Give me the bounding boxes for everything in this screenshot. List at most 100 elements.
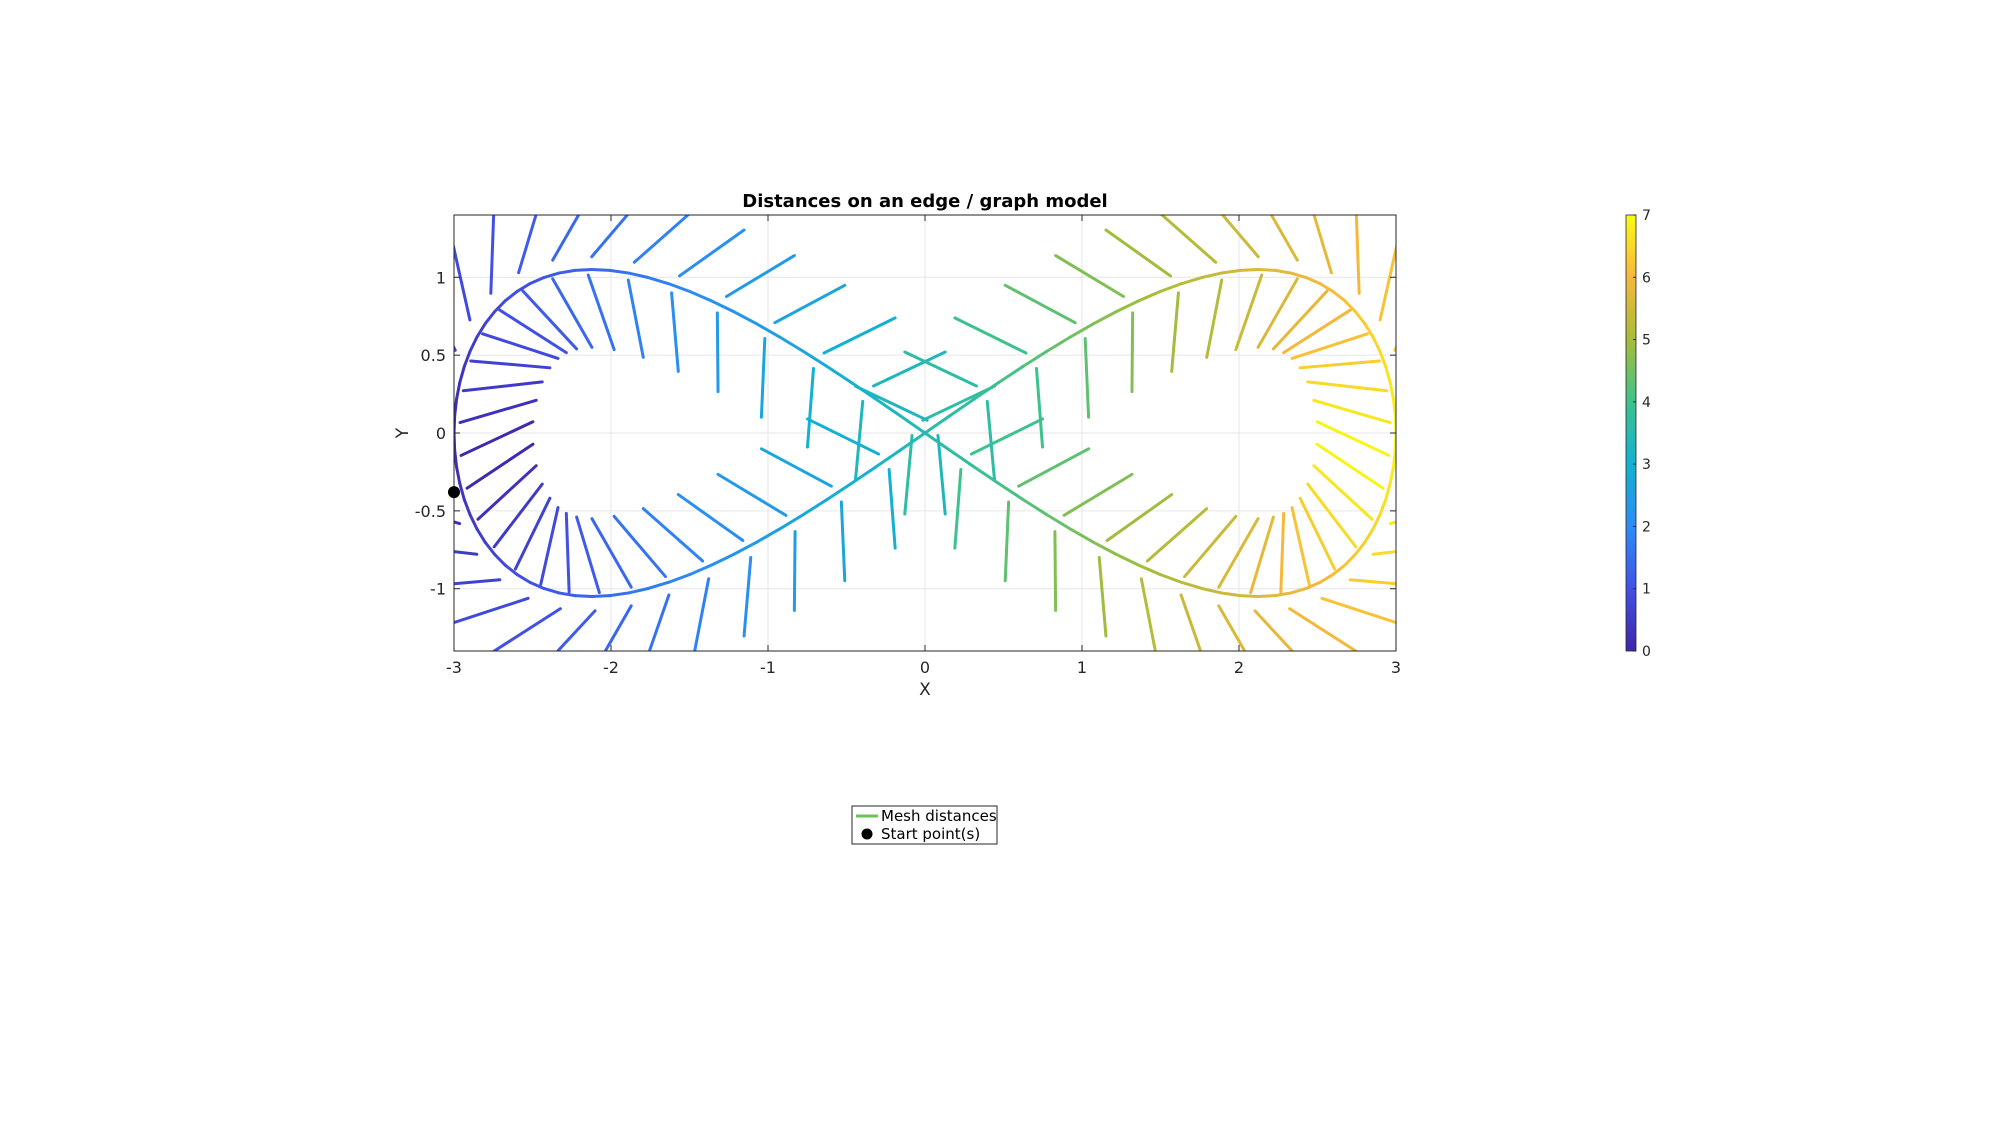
mesh-edge xyxy=(590,517,633,589)
mesh-edge xyxy=(513,496,552,571)
mesh-edge xyxy=(822,316,897,355)
mesh-edge xyxy=(454,242,472,322)
mesh-spine-edge xyxy=(1273,591,1293,598)
mesh-edge xyxy=(1298,359,1381,370)
mesh-edge xyxy=(465,442,535,490)
mesh-spine-edge xyxy=(1331,289,1347,303)
mesh-edge xyxy=(742,555,753,638)
mesh-spine-edge xyxy=(1331,563,1347,577)
mesh-spine-edge xyxy=(1219,268,1242,275)
colorbar-tick-label: 6 xyxy=(1642,270,1651,286)
mesh-spine-edge xyxy=(483,540,497,557)
mesh-spine-edge xyxy=(1371,513,1382,531)
mesh-edge xyxy=(887,468,897,550)
mesh-spine-edge xyxy=(1318,282,1335,293)
mesh-spine-edge xyxy=(1256,268,1277,272)
colorbar-tick-label: 7 xyxy=(1642,208,1651,224)
mesh-spine-edge xyxy=(627,271,650,280)
mesh-spine-edge xyxy=(923,414,952,435)
mesh-spine-edge xyxy=(997,482,1025,502)
mesh-edge xyxy=(454,596,530,625)
mesh-edge xyxy=(1205,278,1224,359)
mesh-edge xyxy=(1003,500,1011,583)
mesh-spine-edge xyxy=(1115,299,1141,313)
mesh-spine-edge xyxy=(1289,271,1308,280)
mesh-spine-edge xyxy=(1137,289,1162,303)
mesh-spine-edge xyxy=(1318,573,1335,584)
y-tick-label: -0.5 xyxy=(415,502,446,521)
x-tick-label: 1 xyxy=(1077,658,1087,677)
mesh-spine-edge xyxy=(475,322,487,339)
mesh-edge xyxy=(1298,496,1337,571)
mesh-spine-edge xyxy=(646,580,670,590)
x-axis-label: X xyxy=(919,680,931,700)
mesh-spine-edge xyxy=(948,448,976,469)
mesh-spine-edge xyxy=(1343,299,1357,313)
mesh-spine-edge xyxy=(972,465,1001,486)
mesh-edge xyxy=(1035,366,1045,449)
mesh-spine-edge xyxy=(972,380,1001,401)
mesh-edge xyxy=(715,311,720,394)
mesh-edge xyxy=(1279,511,1286,594)
mesh-spine-edge xyxy=(1200,271,1223,280)
y-tick-label: 1 xyxy=(436,268,446,287)
mesh-edge xyxy=(492,607,562,651)
mesh-spine-edge xyxy=(1391,448,1396,469)
mesh-spine-edge xyxy=(1021,498,1049,517)
mesh-spine-edge xyxy=(455,380,462,401)
mesh-spine-edge xyxy=(1378,349,1388,368)
mesh-edge xyxy=(1234,273,1264,352)
mesh-edge xyxy=(612,514,667,579)
mesh-edge xyxy=(676,493,745,542)
mesh-edge xyxy=(853,399,865,482)
mesh-edge xyxy=(759,447,833,488)
mesh-spine-edge xyxy=(1159,282,1184,293)
mesh-edge xyxy=(1393,344,1396,352)
mesh-edge xyxy=(792,530,797,612)
mesh-edge xyxy=(476,464,538,521)
mesh-edge xyxy=(555,609,597,651)
mesh-spine-edge xyxy=(557,268,577,275)
mesh-spine-edge xyxy=(688,563,713,577)
mesh-spine-edge xyxy=(754,527,781,544)
mesh-spine-edge xyxy=(608,268,631,275)
mesh-edge xyxy=(517,215,538,275)
mesh-edge xyxy=(1159,215,1218,264)
mesh-spine-edge xyxy=(462,498,472,517)
mesh-spine-edge xyxy=(608,591,631,598)
mesh-spine-edge xyxy=(1045,513,1073,531)
mesh-spine-edge xyxy=(1092,540,1119,557)
mesh-spine-edge xyxy=(573,268,594,272)
mesh-spine-edge xyxy=(528,276,546,286)
mesh-edge xyxy=(1220,215,1260,259)
mesh-distances-plot xyxy=(454,215,1396,651)
mesh-spine-edge xyxy=(731,540,758,557)
mesh-spine-edge xyxy=(468,513,479,531)
mesh-spine-edge xyxy=(590,268,612,272)
mesh-spine-edge xyxy=(898,431,927,452)
mesh-spine-edge xyxy=(1343,553,1357,567)
mesh-spine-edge xyxy=(849,465,878,486)
mesh-spine-edge xyxy=(777,335,805,353)
mesh-edge xyxy=(1003,283,1077,325)
colorbar-ticks: 0 1 2 3 4 5 6 7 xyxy=(1633,208,1651,660)
legend-start-points: Start point(s) xyxy=(881,825,980,843)
mesh-edge xyxy=(551,277,594,349)
mesh-edge xyxy=(489,215,496,295)
mesh-spine-edge xyxy=(1256,594,1277,598)
mesh-edge xyxy=(1170,291,1180,373)
y-tick-label: 0 xyxy=(436,424,446,443)
mesh-spine-edge xyxy=(1378,498,1388,517)
mesh-edge xyxy=(575,515,601,595)
mesh-spine-edge xyxy=(646,276,670,286)
colorbar-tick-label: 5 xyxy=(1642,333,1651,349)
mesh-edge xyxy=(590,215,630,259)
mesh-spine-edge xyxy=(468,335,479,353)
mesh-spine-edge xyxy=(801,498,829,517)
mesh-spine-edge xyxy=(1180,276,1204,286)
mesh-edge xyxy=(805,366,815,449)
mesh-spine-edge xyxy=(1200,586,1223,595)
mesh-spine-edge xyxy=(688,289,713,303)
mesh-edge xyxy=(1288,607,1358,651)
mesh-edge xyxy=(1306,380,1389,393)
